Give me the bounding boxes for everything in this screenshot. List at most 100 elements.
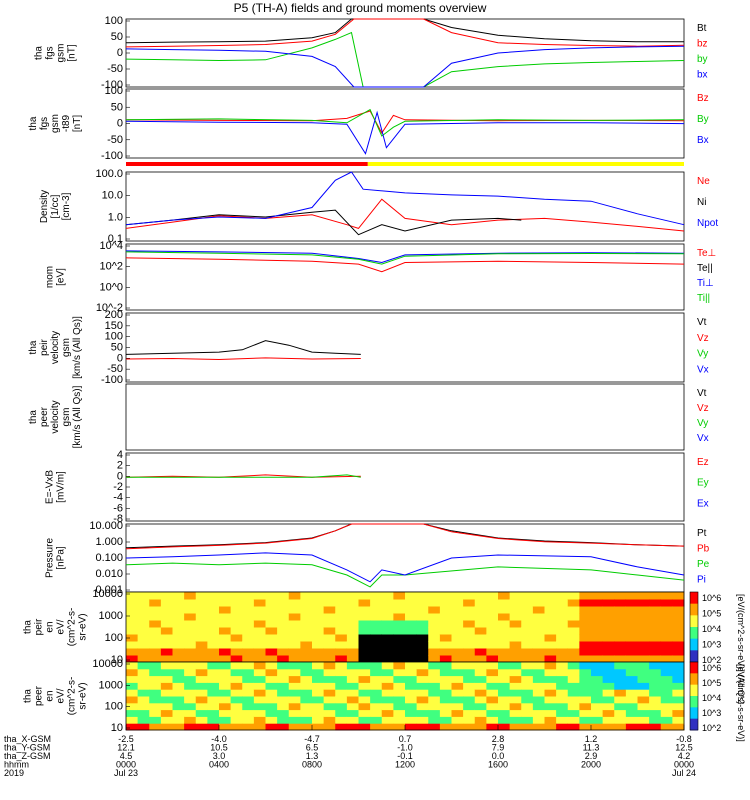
spectrogram-cell [300,723,313,731]
spectrogram-cell [451,702,464,711]
spectrogram-cell [637,668,650,677]
y-tick-label: 50 [111,342,123,354]
spectrogram-cell [544,662,557,670]
spectrogram-cell [509,709,522,717]
spectrogram-cell [126,675,139,683]
y-tick-label: 150 [105,320,123,332]
spectrogram-cell [230,668,243,677]
spectrogram-cell [358,675,371,683]
y-tick-label: 1.0 [108,211,123,223]
spectrogram-cell [195,662,208,670]
legend-entry: Ti|| [697,293,710,304]
spectrogram-cell [300,641,313,649]
spectrogram-cell [602,634,615,642]
spectrogram-cell [521,641,534,649]
y-tick-label: 100 [105,331,123,343]
spectrogram-cell [160,620,173,628]
y-tick-label: 50 [111,101,123,113]
spectrogram-cell [137,689,150,697]
spectrogram-cell [637,606,650,614]
spectrogram-cell [428,702,441,711]
spectrogram-cell [207,696,220,704]
spectrogram-cell [300,655,313,663]
spectrogram-cell [463,606,476,614]
spectrogram-cell [556,709,569,717]
spectrogram-cell [323,675,336,683]
spectrogram-cell [498,606,511,614]
spectrogram-cell [625,689,638,697]
spectrogram-cell [323,696,336,704]
spectrogram-cell [579,627,592,635]
spectrogram-cell [137,675,150,683]
spectrogram-cell [207,716,220,724]
spectrogram-cell [625,716,638,724]
spectrogram-cell [219,675,232,683]
y-tick-label: 0.001 [95,584,123,596]
y-tick-label: 0 [117,118,123,130]
spectrogram-cell [439,599,452,607]
spectrogram-cell [439,689,452,697]
spectrogram-cell [451,689,464,697]
spectrogram-cell [393,627,406,635]
legend-entry: Ni [697,197,706,208]
spectrogram-cell [556,655,569,663]
spectrogram-cell [649,696,662,704]
y-tick-label: 0 [117,47,123,59]
spectrogram-cell [160,606,173,614]
spectrogram-cell [521,655,534,663]
spectrogram-cell [486,723,499,731]
spectrogram-cell [614,641,627,649]
spectrogram-cell [509,655,522,663]
spectrogram-cell [405,648,418,656]
spectrogram-cell [370,682,383,690]
spectrogram-cell [300,682,313,690]
spectrogram-cell [265,606,278,614]
spectrogram-cell [346,634,359,642]
spectrogram-cell [428,620,441,628]
spectrogram-cell [172,606,185,614]
spectrogram-cell [625,634,638,642]
spectrogram-cell [265,689,278,697]
colorbar-segment [690,707,698,720]
spectrogram-cell [172,723,185,731]
spectrogram-cell [265,599,278,607]
spectrogram-cell [672,634,685,642]
spectrogram-cell [556,606,569,614]
spectrogram-cell [288,696,301,704]
spectrogram-cell [637,723,650,731]
mode-bar-fast-survey [367,162,684,166]
spectrogram-cell [242,634,255,642]
spectrogram-cell [335,668,348,677]
spectrogram-cell [498,613,511,621]
x-axis-value: -0.1 [397,751,413,761]
spectrogram-cell [649,709,662,717]
spectrogram-cell [358,682,371,690]
spectrogram-cell [137,592,150,600]
spectrogram-cell [393,709,406,717]
spectrogram-cell [474,641,487,649]
spectrogram-cell [532,599,545,607]
y-axis-label: velocity [50,331,61,364]
spectrogram-cell [532,592,545,600]
spectrogram-cell [486,627,499,635]
spectrogram-cell [370,634,383,642]
spectrogram-cell [591,716,604,724]
x-axis-value: -4.7 [304,734,320,744]
spectrogram-cell [160,675,173,683]
y-axis-label: gsm [56,44,67,63]
spectrogram-cell [521,613,534,621]
spectrogram-cell [521,702,534,711]
spectrogram-cell [614,613,627,621]
spectrogram-cell [509,606,522,614]
spectrogram-cell [602,592,615,600]
spectrogram-cell [323,662,336,670]
spectrogram-cell [579,696,592,704]
spectrogram-cell [614,648,627,656]
spectrogram-cell [219,723,232,731]
spectrogram-cell [346,599,359,607]
spectrogram-cell [219,606,232,614]
spectrogram-cell [567,620,580,628]
series-line-Pb [125,523,685,550]
spectrogram-cell [579,613,592,621]
spectrogram-cell [544,723,557,731]
